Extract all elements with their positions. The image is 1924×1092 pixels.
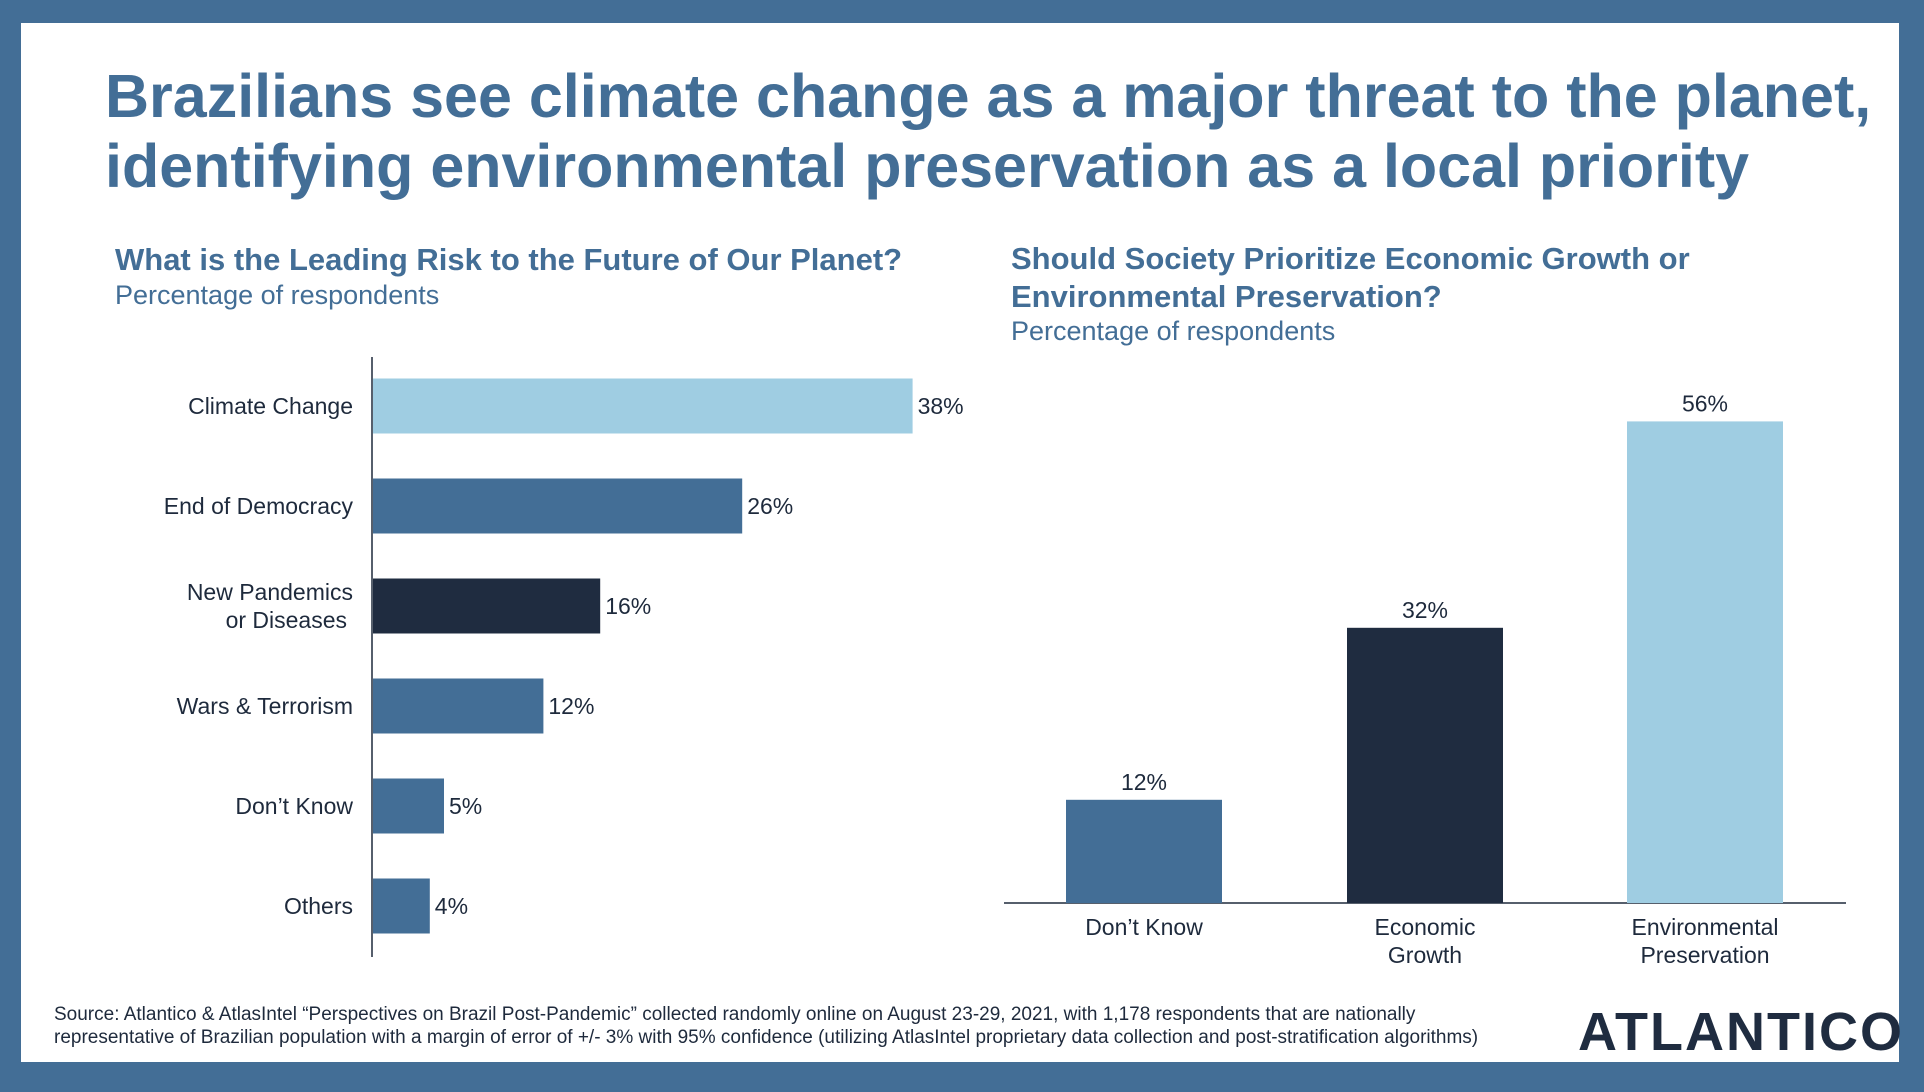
slide: Brazilians see climate change as a major… [21, 23, 1902, 1062]
category-label: New Pandemics or Diseases [187, 579, 353, 633]
bar-3 [373, 678, 544, 734]
right-chart-title: Should Society Prioritize Economic Growt… [1011, 241, 1690, 314]
category-label: Others [284, 893, 353, 919]
bar-value-label: 26% [747, 493, 793, 519]
left-chart-subtitle: Percentage of respondents [115, 280, 440, 310]
bar-2 [1627, 421, 1783, 903]
bar-5 [373, 878, 430, 934]
bar-1 [373, 478, 743, 534]
bar-value-label: 12% [548, 693, 594, 719]
bar-0 [1066, 799, 1222, 903]
source-line-1: Source: Atlantico & AtlasIntel “Perspect… [54, 1004, 1416, 1025]
left-bar-chart: 38% Climate Change 26% End of Democracy 16% N… [164, 357, 964, 957]
category-label: End of Democracy [164, 493, 354, 519]
bar-value-label: 12% [1121, 769, 1167, 795]
bar-value-label: 5% [449, 793, 482, 819]
right-bar-chart: 12% Don’t Know 32% Economic Growth 56% Environ… [1004, 390, 1846, 968]
category-label: Economic Growth [1375, 914, 1476, 968]
category-label: Climate Change [188, 393, 353, 419]
category-label: Don’t Know [235, 793, 353, 819]
slide-title: Brazilians see climate change as a major… [105, 62, 1872, 200]
bar-2 [373, 578, 601, 634]
category-label: Wars & Terrorism [177, 693, 353, 719]
bar-value-label: 16% [605, 593, 651, 619]
bar-0 [373, 378, 913, 434]
bar-value-label: 56% [1682, 390, 1728, 416]
source-line-2: representative of Brazilian population w… [54, 1027, 1479, 1048]
right-chart-subtitle: Percentage of respondents [1011, 316, 1336, 346]
bar-value-label: 4% [435, 893, 468, 919]
category-label: Environmental Preservation [1631, 914, 1778, 968]
left-chart-title: What is the Leading Risk to the Future o… [115, 242, 903, 277]
bar-value-label: 38% [918, 393, 964, 419]
category-label: Don’t Know [1085, 914, 1203, 940]
bar-value-label: 32% [1402, 597, 1448, 623]
atlantico-logo: ATLANTICO [1578, 1002, 1904, 1062]
bar-1 [1347, 627, 1503, 903]
source-note: Source: Atlantico & AtlasIntel “Perspect… [54, 1003, 1614, 1049]
bar-4 [373, 778, 444, 834]
